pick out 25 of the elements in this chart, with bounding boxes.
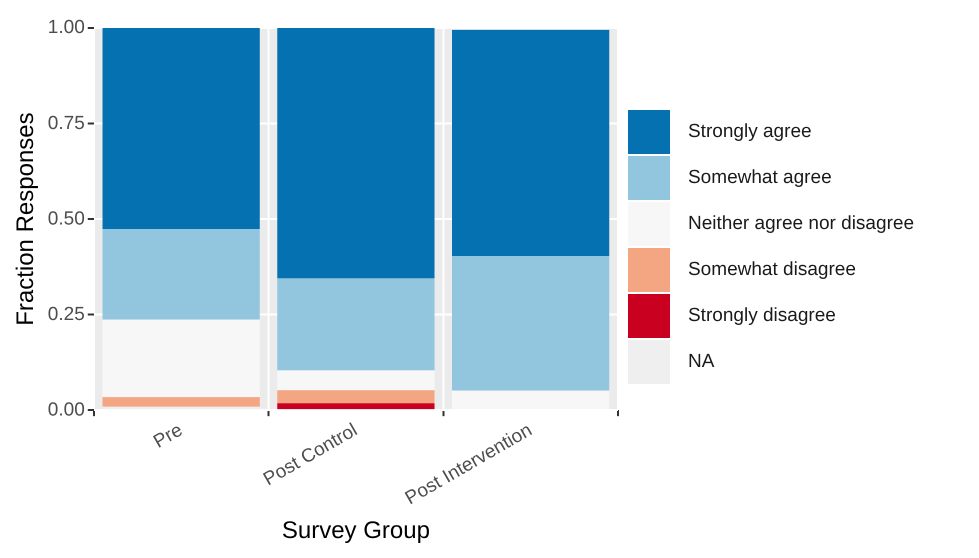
bar — [277, 403, 435, 410]
bar — [277, 278, 435, 370]
bar — [452, 30, 610, 256]
legend-label: NA — [688, 351, 714, 373]
legend-label: Neither agree nor disagree — [688, 213, 914, 235]
y-tick-label: 1.00 — [48, 17, 85, 38]
legend-label: Strongly disagree — [688, 305, 836, 327]
bar — [277, 370, 435, 390]
x-axis-title: Survey Group — [282, 517, 430, 544]
bar — [277, 28, 435, 278]
y-axis-title: Fraction Responses — [12, 112, 40, 326]
y-tick-label: 0.75 — [48, 112, 85, 134]
bar — [102, 397, 260, 407]
bar — [452, 256, 610, 391]
legend-label: Somewhat agree — [688, 167, 832, 189]
legend-label: Somewhat disagree — [688, 259, 856, 281]
bar — [102, 320, 260, 398]
y-tick-label: 0.25 — [48, 304, 85, 325]
legend-label: Strongly agree — [688, 121, 812, 143]
bar — [277, 390, 435, 404]
bar — [102, 229, 260, 320]
y-tick-label: 0.00 — [48, 399, 85, 420]
bar — [102, 28, 260, 230]
y-tick-label: 0.50 — [48, 208, 85, 230]
x-tick-label: Pre — [150, 420, 186, 453]
